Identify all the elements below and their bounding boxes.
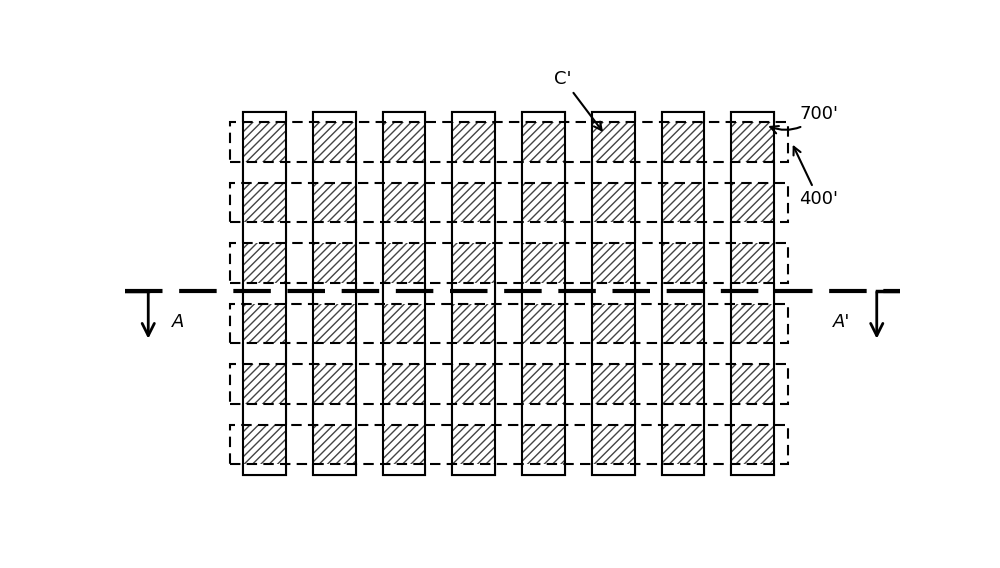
Bar (662, 112, 704, 475)
Bar (522, 365, 565, 404)
Bar (243, 123, 286, 162)
Bar (230, 123, 788, 162)
Bar (731, 425, 774, 464)
Bar (243, 112, 286, 475)
Bar (243, 183, 286, 222)
Bar (313, 304, 356, 343)
Bar (230, 244, 788, 283)
Bar (383, 183, 425, 222)
Bar (313, 123, 356, 162)
Bar (313, 112, 356, 475)
Bar (662, 244, 704, 283)
Bar (313, 244, 356, 283)
Bar (313, 365, 356, 404)
Text: A': A' (833, 313, 851, 331)
Bar (452, 365, 495, 404)
Text: 700': 700' (770, 105, 838, 133)
Bar (731, 123, 774, 162)
Bar (243, 425, 286, 464)
Bar (452, 112, 495, 475)
Bar (731, 112, 774, 475)
Text: 400': 400' (794, 147, 838, 208)
Bar (522, 112, 565, 475)
Bar (522, 183, 565, 222)
Bar (731, 112, 774, 475)
Bar (522, 304, 565, 343)
Bar (662, 304, 704, 343)
Bar (230, 304, 788, 343)
Bar (243, 112, 286, 475)
Bar (522, 123, 565, 162)
Bar (243, 112, 286, 475)
Bar (230, 365, 788, 404)
Bar (452, 123, 495, 162)
Bar (230, 123, 788, 162)
Bar (662, 183, 704, 222)
Bar (313, 183, 356, 222)
Bar (662, 112, 704, 475)
Bar (383, 425, 425, 464)
Bar (313, 112, 356, 475)
Bar (662, 365, 704, 404)
Bar (230, 244, 788, 283)
Bar (452, 244, 495, 283)
Bar (230, 183, 788, 222)
Bar (383, 112, 425, 475)
Bar (230, 183, 788, 222)
Bar (230, 425, 788, 464)
Bar (313, 425, 356, 464)
Bar (592, 112, 635, 475)
Bar (592, 425, 635, 464)
Bar (452, 304, 495, 343)
Bar (662, 123, 704, 162)
Bar (230, 425, 788, 464)
Bar (383, 112, 425, 475)
Bar (592, 365, 635, 404)
Bar (592, 112, 635, 475)
Text: C': C' (554, 70, 602, 130)
Bar (731, 304, 774, 343)
Bar (452, 183, 495, 222)
Bar (522, 112, 565, 475)
Bar (383, 123, 425, 162)
Bar (731, 365, 774, 404)
Bar (731, 244, 774, 283)
Bar (592, 304, 635, 343)
Bar (243, 304, 286, 343)
Bar (383, 304, 425, 343)
Bar (230, 365, 788, 404)
Bar (452, 112, 495, 475)
Bar (592, 244, 635, 283)
Bar (731, 183, 774, 222)
Bar (230, 304, 788, 343)
Bar (522, 244, 565, 283)
Text: A: A (172, 313, 184, 331)
Bar (592, 183, 635, 222)
Bar (522, 425, 565, 464)
Bar (522, 112, 565, 475)
Bar (452, 112, 495, 475)
Bar (383, 112, 425, 475)
Bar (313, 112, 356, 475)
Bar (662, 112, 704, 475)
Bar (243, 244, 286, 283)
Bar (592, 123, 635, 162)
Bar (592, 112, 635, 475)
Bar (731, 112, 774, 475)
Bar (662, 425, 704, 464)
Bar (230, 112, 788, 475)
Bar (383, 244, 425, 283)
Bar (452, 425, 495, 464)
Bar (383, 365, 425, 404)
Bar (243, 365, 286, 404)
